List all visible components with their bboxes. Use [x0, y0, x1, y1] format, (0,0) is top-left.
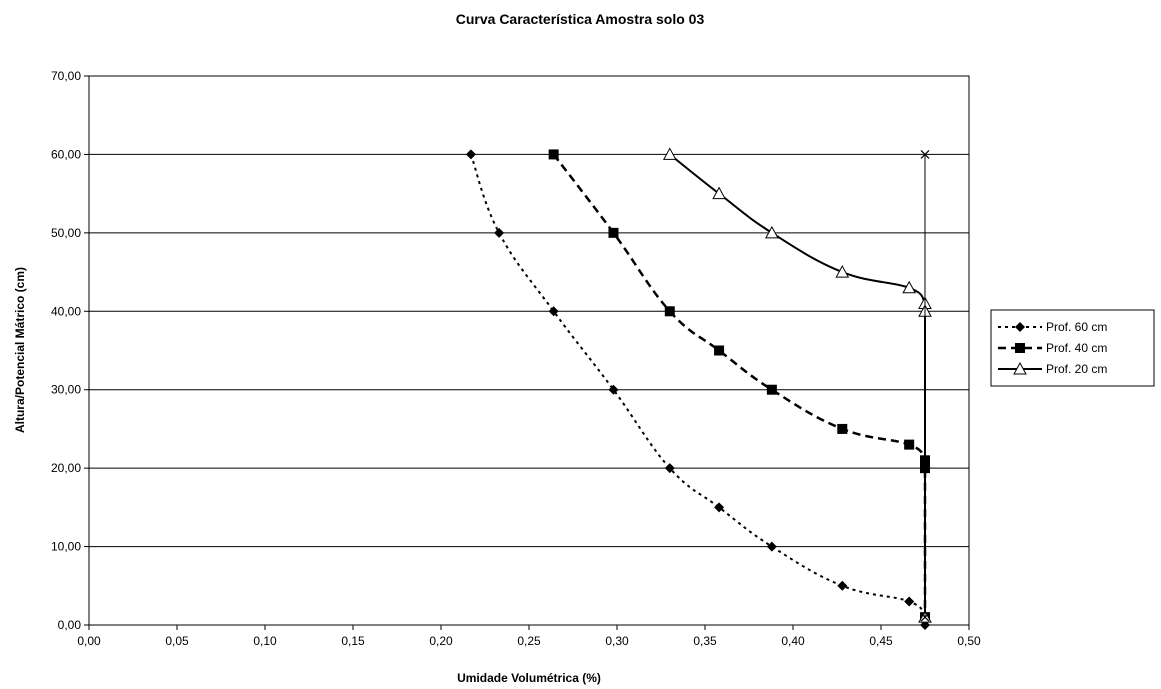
series-layer	[465, 147, 932, 630]
series-2	[548, 149, 930, 623]
legend: Prof. 60 cm Prof. 40 cm Prof. 20 cm	[990, 309, 1155, 387]
x-tick-label: 0,15	[341, 634, 365, 648]
x-tick-label: 0,45	[869, 634, 893, 648]
x-axis-title: Umidade Volumétrica (%)	[457, 671, 601, 685]
diamond-marker	[548, 306, 559, 317]
y-tick-label: 0,00	[58, 618, 82, 632]
triangle-marker	[1013, 361, 1027, 375]
y-tick-label: 70,00	[51, 69, 81, 83]
x-marker	[920, 150, 930, 159]
square-marker	[1015, 343, 1025, 353]
triangle-marker	[662, 147, 677, 160]
diamond-marker	[714, 502, 725, 513]
series-line	[469, 154, 926, 625]
series-4	[920, 150, 930, 622]
series-line	[669, 153, 926, 618]
x-tick-label: 0,05	[165, 634, 189, 648]
legend-label: Prof. 60 cm	[1046, 320, 1107, 334]
square-marker	[548, 149, 559, 160]
diamond-marker	[664, 463, 675, 474]
series-line	[552, 153, 927, 618]
square-marker	[766, 384, 777, 395]
x-tick-label: 0,00	[77, 634, 101, 648]
diamond-marker	[465, 149, 476, 160]
legend-label: Prof. 40 cm	[1046, 341, 1107, 355]
y-tick-label: 40,00	[51, 304, 81, 318]
diamond-marker	[904, 596, 915, 607]
x-tick-label: 0,50	[957, 634, 981, 648]
y-tick-label: 50,00	[51, 226, 81, 240]
legend-label: Prof. 20 cm	[1046, 362, 1107, 376]
triangle-marker	[712, 186, 726, 200]
diamond-marker	[608, 384, 619, 395]
plot-area	[88, 75, 970, 626]
x-tick-label: 0,10	[253, 634, 277, 648]
square-marker	[837, 423, 848, 434]
grid-layer	[89, 153, 969, 548]
square-marker	[714, 345, 725, 356]
series-3	[662, 147, 932, 623]
triangle-marker	[835, 265, 850, 278]
square-marker	[904, 439, 915, 450]
square-marker	[608, 227, 619, 238]
axes-layer: 0,00 10,00 20,00 30,00 40,00 50,00 60,00 70,00 0…	[51, 69, 981, 648]
y-tick-label: 60,00	[51, 147, 81, 161]
x-marker	[920, 612, 930, 622]
x-tick-label: 0,40	[781, 634, 805, 648]
x-tick-label: 0,25	[517, 634, 541, 648]
chart-title: Curva Característica Amostra solo 03	[456, 11, 705, 27]
y-tick-label: 10,00	[51, 540, 81, 554]
x-tick-label: 0,35	[693, 634, 717, 648]
y-axis-title: Altura/Potencial Mátrico (cm)	[13, 267, 27, 433]
diamond-marker	[1015, 322, 1025, 332]
diamond-marker	[766, 541, 777, 552]
square-marker	[664, 306, 675, 317]
y-tick-label: 20,00	[51, 461, 81, 475]
diamond-marker	[837, 580, 848, 591]
x-tick-label: 0,30	[605, 634, 629, 648]
diamond-marker	[494, 227, 505, 238]
triangle-marker	[765, 225, 779, 239]
triangle-marker	[902, 280, 917, 294]
x-tick-label: 0,20	[429, 634, 453, 648]
y-tick-label: 30,00	[51, 383, 81, 397]
